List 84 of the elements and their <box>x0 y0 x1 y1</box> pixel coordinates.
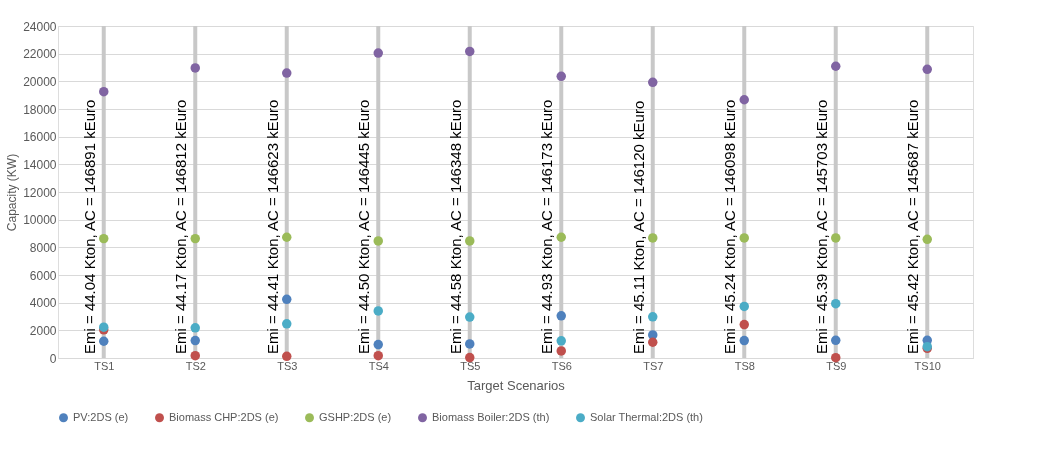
point <box>465 312 475 322</box>
point <box>556 71 566 82</box>
point <box>465 46 475 57</box>
legend-label: Solar Thermal:2DS (th) <box>590 410 703 423</box>
point <box>831 298 841 309</box>
point <box>739 335 749 346</box>
point <box>373 236 383 246</box>
x-tick-label: TS6 <box>551 359 572 372</box>
point <box>831 335 841 346</box>
point <box>282 294 292 305</box>
annotation: Emi = 44.50 Kton, AC = 146445 kEuro <box>355 99 373 354</box>
point <box>648 312 658 322</box>
point <box>831 233 841 243</box>
y-tick-label: 0 <box>49 351 57 366</box>
y-axis-title: Capacity (KW) <box>5 153 20 232</box>
point <box>739 319 749 330</box>
x-tick-label: TS4 <box>368 359 389 372</box>
point <box>465 339 475 349</box>
point <box>282 68 292 78</box>
point <box>99 86 109 97</box>
x-tick-label: TS1 <box>94 359 115 372</box>
x-tick-label: TS9 <box>826 359 847 372</box>
point <box>922 234 932 245</box>
point <box>282 319 292 329</box>
point <box>831 352 841 363</box>
annotation: Emi = 44.93 Kton, AC = 146173 kEuro <box>538 99 556 354</box>
point <box>922 64 932 75</box>
point <box>739 233 749 243</box>
point <box>282 232 292 242</box>
point <box>190 350 200 361</box>
y-tick-label: 24000 <box>23 19 57 34</box>
legend-label: PV:2DS (e) <box>73 410 129 423</box>
point <box>282 351 292 362</box>
x-tick-label: TS10 <box>914 359 941 372</box>
y-tick-label: 14000 <box>23 157 57 172</box>
point <box>831 61 841 71</box>
point <box>373 339 383 350</box>
annotation: Emi = 45.42 Kton, AC = 145687 kEuro <box>904 99 922 354</box>
y-tick-label: 18000 <box>23 102 57 117</box>
x-tick-label: TS2 <box>185 359 206 372</box>
point <box>373 306 383 316</box>
point <box>648 337 658 347</box>
legend-label: Biomass CHP:2DS (e) <box>169 410 279 423</box>
point <box>190 233 200 244</box>
y-tick-label: 2000 <box>29 323 57 338</box>
point <box>556 311 566 321</box>
point <box>190 323 200 333</box>
x-axis-title: Target Scenarios <box>467 377 566 393</box>
y-tick-label: 4000 <box>29 296 57 311</box>
annotation: Emi = 45.39 Kton, AC = 145703 kEuro <box>812 99 830 354</box>
legend-label: GSHP:2DS (e) <box>319 410 392 423</box>
point <box>556 336 566 346</box>
point <box>556 346 566 356</box>
point <box>190 335 200 346</box>
point <box>648 233 658 243</box>
point <box>739 301 749 312</box>
x-tick-label: TS3 <box>277 359 298 372</box>
point <box>465 352 475 363</box>
annotation: Emi = 44.04 Kton, AC = 146891 kEuro <box>80 99 98 354</box>
y-tick-label: 10000 <box>23 213 57 228</box>
annotation: Emi = 45.24 Kton, AC = 146098 kEuro <box>721 99 739 354</box>
point <box>190 63 200 73</box>
point <box>99 233 109 244</box>
point <box>373 350 383 361</box>
point <box>739 95 749 105</box>
y-tick-label: 12000 <box>23 185 57 200</box>
y-tick-label: 20000 <box>23 74 57 89</box>
y-tick-label: 16000 <box>23 130 57 145</box>
y-tick-label: 6000 <box>29 268 57 283</box>
legend-label: Biomass Boiler:2DS (th) <box>432 410 550 423</box>
y-tick-label: 8000 <box>29 240 57 255</box>
y-tick-label: 22000 <box>23 47 57 62</box>
annotation: Emi = 45.11 Kton, AC = 146120 kEuro <box>629 100 647 354</box>
point <box>373 48 383 58</box>
x-tick-label: TS7 <box>643 359 664 372</box>
annotation: Emi = 44.41 Kton, AC = 146623 kEuro <box>263 99 281 354</box>
point <box>556 232 566 242</box>
x-tick-label: TS5 <box>460 359 481 372</box>
annotation: Emi = 44.17 Kton, AC = 146812 kEuro <box>172 99 190 354</box>
annotation: Emi = 44.58 Kton, AC = 146348 kEuro <box>446 99 464 354</box>
point <box>648 77 658 88</box>
point <box>465 236 475 246</box>
x-tick-label: TS8 <box>734 359 755 372</box>
point <box>99 336 109 346</box>
